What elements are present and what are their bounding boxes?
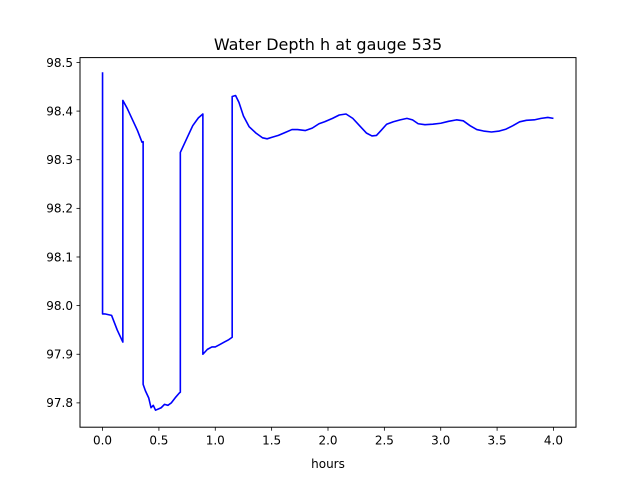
plot-frame (79, 57, 577, 428)
y-tick-label: 98.0 (46, 299, 73, 313)
series-layer (101, 72, 554, 411)
x-tick-label: 2.0 (318, 434, 337, 448)
y-tick-label: 97.9 (46, 348, 73, 362)
x-tick-label: 4.0 (544, 434, 563, 448)
x-tick-label: 1.0 (206, 434, 225, 448)
series-line-0 (101, 72, 554, 411)
x-axis-label: hours (311, 457, 345, 471)
chart-title: Water Depth h at gauge 535 (214, 35, 442, 54)
x-axis: 0.0 0.5 1.0 1.5 2.0 2.5 3.0 3.5 4.0 (93, 427, 563, 448)
y-axis: 97.8 97.9 98.0 98.1 98.2 98.3 98.4 98.5 (46, 56, 80, 410)
x-tick-label: 3.0 (431, 434, 450, 448)
x-tick-label: 2.5 (375, 434, 394, 448)
y-tick-label: 98.1 (46, 250, 73, 264)
y-tick-label: 98.2 (46, 202, 73, 216)
y-tick-label: 98.4 (46, 104, 73, 118)
y-tick-label: 97.8 (46, 396, 73, 410)
x-tick-label: 3.5 (488, 434, 507, 448)
x-tick-label: 1.5 (262, 434, 281, 448)
x-tick-label: 0.0 (93, 434, 112, 448)
plot-area (79, 57, 577, 428)
x-tick-label: 0.5 (149, 434, 168, 448)
y-tick-label: 98.3 (46, 153, 73, 167)
y-tick-label: 98.5 (46, 56, 73, 70)
